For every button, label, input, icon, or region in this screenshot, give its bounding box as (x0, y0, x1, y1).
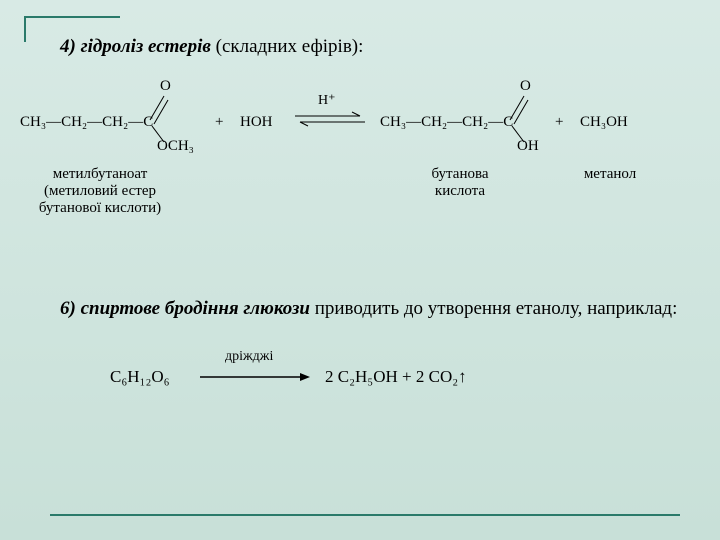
frame-bottom (50, 514, 680, 516)
frame-left (24, 16, 26, 42)
ester-bonds-svg (146, 86, 176, 144)
h-plus: H⁺ (318, 92, 336, 109)
hoh: HOH (240, 114, 273, 131)
ch3oh: CH₃OH (580, 114, 628, 131)
title-num: 4) (60, 36, 76, 57)
label-ester-l1: метилбутаноат (10, 166, 190, 183)
title-bold: гідроліз естерів (76, 36, 211, 57)
ester-chain: CH₃—CH₂—CH₂—C (20, 114, 153, 131)
plus-1: + (215, 114, 223, 131)
arrow-label-yeast: дріжджі (225, 349, 273, 365)
glucose: C₆H₁₂O₆ (110, 367, 170, 387)
reaction-hydrolysis: CH₃—CH₂—CH₂—C O OCH₃ + HOH H⁺ CH₃—CH₂—CH… (60, 76, 680, 256)
equilibrium-arrow-icon (290, 110, 370, 130)
para6-num: 6) (60, 298, 76, 319)
frame-top (24, 16, 120, 18)
content-area: 4) гідроліз естерів (складних ефірів): C… (60, 36, 680, 407)
products: 2 C₂H₅OH + 2 CO₂↑ (325, 367, 467, 387)
title-rest: (складних ефірів): (211, 36, 364, 57)
title-4: 4) гідроліз естерів (складних ефірів): (60, 36, 680, 58)
label-acid-l1: бутанова (400, 166, 520, 183)
para6-rest: приводить до утворення етанолу, наприкла… (310, 298, 677, 319)
acid-chain: CH₃—CH₂—CH₂—C (380, 114, 513, 131)
label-ester: метилбутаноат (метиловий естер бутанової… (10, 166, 190, 217)
plus-2: + (555, 114, 563, 131)
label-acid: бутанова кислота (400, 166, 520, 200)
reaction-fermentation: C₆H₁₂O₆ дріжджі 2 C₂H₅OH + 2 CO₂↑ (110, 347, 680, 407)
acid-bonds-svg (506, 86, 536, 144)
label-ester-l3: бутанової кислоти) (10, 200, 190, 217)
label-acid-l2: кислота (400, 183, 520, 200)
label-ester-l2: (метиловий естер (10, 183, 190, 200)
para6-bold: спиртове бродіння глюкози (76, 298, 310, 319)
label-methanol: метанол (560, 166, 660, 183)
reaction-arrow-icon (200, 369, 310, 385)
paragraph-6: 6) спиртове бродіння глюкози приводить д… (60, 296, 680, 323)
